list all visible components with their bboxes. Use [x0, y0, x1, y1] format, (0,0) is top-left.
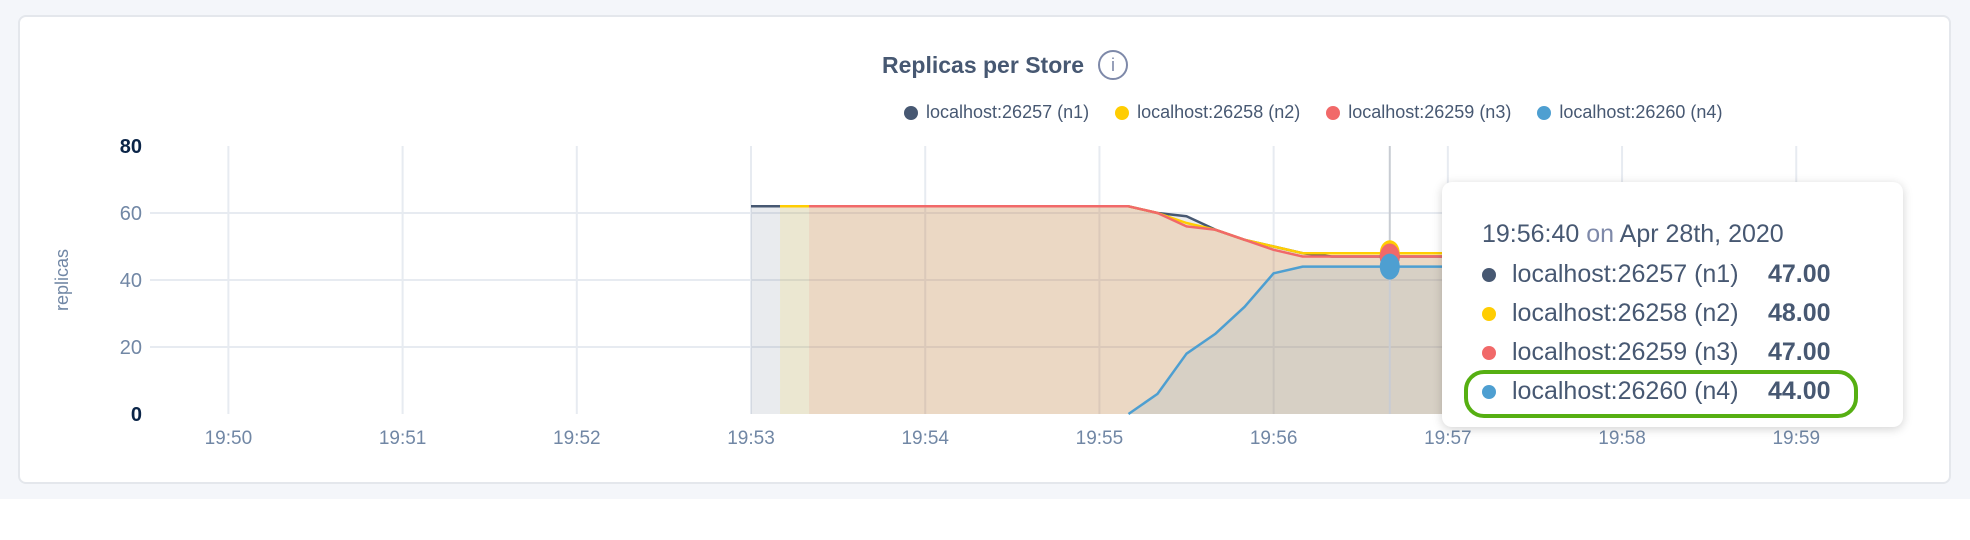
series-area: [809, 206, 1448, 414]
series-dot-icon: [1482, 384, 1496, 399]
legend-label: localhost:26257 (n1): [926, 102, 1090, 122]
tooltip-series-name: localhost:26257 (n1): [1512, 260, 1739, 288]
legend-item[interactable]: localhost:26260 (n4): [1537, 102, 1722, 123]
x-tick-label: 19:56: [1250, 428, 1298, 449]
x-tick-label: 19:51: [379, 428, 427, 449]
tooltip-series-name: localhost:26258 (n2): [1512, 299, 1739, 327]
tooltip-value: 47.00: [1768, 338, 1831, 366]
tooltip-row: localhost:26257 (n1) 47.00: [1482, 255, 1903, 294]
chart-title-row: Replicas per Store i: [0, 50, 1970, 80]
legend-label: localhost:26259 (n3): [1348, 102, 1512, 122]
y-tick-label: 80: [120, 136, 142, 158]
y-tick-label: 0: [131, 404, 142, 426]
series-dot-icon: [1326, 105, 1341, 120]
series-dot-icon: [1482, 267, 1496, 282]
series-dot-icon: [1482, 345, 1496, 360]
x-tick-label: 19:54: [901, 428, 949, 449]
tooltip-time: 19:56:40: [1482, 220, 1580, 248]
tooltip-series-name: localhost:26260 (n4): [1512, 377, 1739, 405]
hover-marker: [1379, 146, 1400, 414]
series-area: [1128, 266, 1448, 414]
info-icon[interactable]: i: [1097, 50, 1128, 80]
series-area: [780, 206, 1448, 414]
tooltip-row: localhost:26259 (n3) 47.00: [1482, 333, 1903, 372]
legend-item[interactable]: localhost:26258 (n2): [1115, 102, 1300, 123]
series-dot-icon: [1537, 105, 1552, 120]
series-area: [751, 206, 1448, 414]
y-axis-label: replicas: [52, 249, 72, 311]
tooltip-timestamp: 19:56:40 on Apr 28th, 2020: [1482, 220, 1903, 249]
x-tick-label: 19:57: [1424, 428, 1472, 449]
legend: localhost:26257 (n1) localhost:26258 (n2…: [904, 102, 1722, 123]
hover-point: [1379, 253, 1400, 280]
x-tick-label: 19:50: [205, 428, 253, 449]
axes: 0 20 40 60 80 19:50 19:51 19:52 19:53 19:54 19:55 1…: [120, 136, 1820, 449]
tooltip-row: localhost:26258 (n2) 48.00: [1482, 294, 1903, 333]
x-tick-label: 19:52: [553, 428, 601, 449]
x-tick-label: 19:59: [1772, 428, 1820, 449]
series-dot-icon: [904, 105, 918, 120]
y-tick-label: 60: [120, 203, 142, 225]
series-dot-icon: [1115, 105, 1130, 120]
tooltip-series-name: localhost:26259 (n3): [1512, 338, 1739, 366]
tooltip-row-highlighted: localhost:26260 (n4) 44.00: [1464, 370, 1903, 418]
tooltip: 19:56:40 on Apr 28th, 2020 localhost:262…: [1442, 182, 1903, 427]
tooltip-value: 44.00: [1768, 377, 1831, 405]
y-tick-label: 40: [120, 270, 142, 292]
series-areas: [751, 206, 1448, 414]
x-tick-label: 19:55: [1076, 428, 1124, 449]
x-tick-label: 19:58: [1598, 428, 1646, 449]
tooltip-date: Apr 28th, 2020: [1619, 220, 1784, 248]
legend-label: localhost:26260 (n4): [1559, 102, 1723, 122]
tooltip-value: 48.00: [1768, 299, 1831, 327]
series-dot-icon: [1482, 306, 1496, 321]
tooltip-value: 47.00: [1768, 260, 1831, 288]
legend-label: localhost:26258 (n2): [1137, 102, 1301, 122]
tooltip-on: on: [1586, 220, 1615, 248]
legend-item[interactable]: localhost:26257 (n1): [904, 102, 1089, 123]
y-tick-label: 20: [120, 337, 142, 359]
legend-item[interactable]: localhost:26259 (n3): [1326, 102, 1511, 123]
chart-title: Replicas per Store: [882, 51, 1084, 78]
x-tick-label: 19:53: [727, 428, 775, 449]
